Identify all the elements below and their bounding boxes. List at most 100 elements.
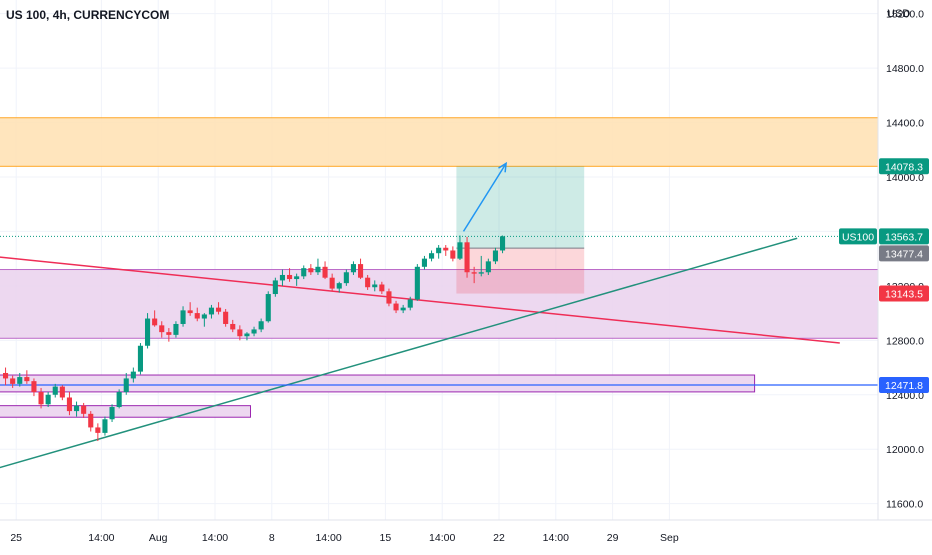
- candle-body: [74, 405, 80, 412]
- stop-price-label: 13143.5: [885, 289, 923, 301]
- price-tick-label: 12000.0: [886, 444, 924, 456]
- candle-body: [279, 274, 285, 281]
- ascending-trendline: [0, 237, 798, 469]
- symbol-title: US 100, 4h, CURRENCYCOM: [6, 8, 169, 22]
- descending-trendline: [0, 256, 840, 344]
- candle-body: [116, 392, 122, 408]
- level-price-label-bg: [879, 376, 929, 393]
- candle-body: [379, 284, 385, 292]
- candle-body: [322, 266, 328, 278]
- zones-layer: [0, 117, 879, 418]
- candle-body: [145, 318, 151, 346]
- candle-body: [386, 291, 392, 304]
- time-tick-label: Aug: [149, 532, 168, 544]
- time-tick-label: 14:00: [202, 532, 228, 544]
- time-tick-label: 14:00: [429, 532, 455, 544]
- candle-body: [102, 419, 108, 433]
- candle-body: [17, 377, 23, 384]
- entry-price-label-bg: [879, 245, 929, 262]
- range-zone: [0, 269, 879, 339]
- price-tick-label: 14400.0: [886, 118, 924, 130]
- candle-body: [31, 381, 37, 393]
- candle-body: [244, 333, 250, 337]
- candle-body: [485, 261, 491, 273]
- candle-body: [287, 274, 293, 280]
- candle-body: [230, 323, 236, 330]
- candle-body: [166, 332, 172, 335]
- long-position-tool[interactable]: [456, 166, 585, 294]
- support-zone-2: [0, 405, 252, 418]
- candle-body: [393, 303, 399, 311]
- candle-body: [471, 272, 477, 274]
- target-price-label-bg: [879, 158, 929, 175]
- candle-body: [88, 413, 94, 428]
- candle-body: [308, 268, 314, 273]
- candle-body: [208, 307, 214, 315]
- candle-body: [429, 253, 435, 259]
- candle-body: [407, 299, 413, 308]
- candle-body: [258, 321, 264, 330]
- projection-arrow: [462, 162, 507, 232]
- time-tick-label: 15: [380, 532, 392, 544]
- candle-body: [24, 377, 30, 382]
- candle-body: [38, 392, 44, 405]
- candle-body: [123, 378, 129, 393]
- candle-body: [301, 268, 307, 277]
- time-tick-label: 14:00: [88, 532, 114, 544]
- candle-body: [66, 397, 72, 412]
- candle-body: [329, 277, 335, 289]
- supply-zone: [0, 117, 879, 167]
- price-tick-label: 15200.0: [886, 9, 924, 21]
- symbol-price-label: US100: [842, 231, 874, 243]
- candle-body: [223, 311, 229, 324]
- candle-body: [130, 371, 136, 379]
- currency-label: USD: [887, 8, 910, 20]
- time-tick-label: 8: [269, 532, 275, 544]
- candle-body: [237, 329, 243, 337]
- symbol-price-label-bg: [839, 228, 877, 245]
- candle-body: [173, 323, 179, 335]
- candle-body: [194, 313, 200, 319]
- candle-body: [343, 272, 349, 284]
- support-zone-1: [0, 374, 756, 393]
- candle-body: [457, 242, 463, 259]
- candle-body: [294, 276, 300, 280]
- candle-body: [315, 266, 321, 273]
- overlay-layer: [462, 161, 508, 232]
- candle-body: [464, 242, 470, 273]
- candle-body: [272, 280, 278, 295]
- position-stop-box: [456, 248, 585, 294]
- candle-body: [187, 310, 193, 314]
- target-price-label: 14078.3: [885, 161, 923, 173]
- trendlines-layer: [0, 235, 878, 469]
- candle-body: [365, 277, 371, 288]
- position-target-box: [456, 166, 585, 249]
- stop-price-label-bg: [879, 285, 929, 302]
- time-tick-label: 14:00: [543, 532, 569, 544]
- time-axis[interactable]: 25 14:00 Aug 14:00 8 14:00 15 14:00 22 14:00 29 Sep: [0, 519, 932, 550]
- price-axis[interactable]: 11600.012000.012400.012800.013200.013600…: [839, 0, 932, 520]
- candle-body: [216, 307, 222, 312]
- candle-body: [265, 294, 271, 322]
- price-tick-label: 11600.0: [886, 499, 923, 511]
- candle-body: [159, 325, 165, 333]
- current-price-label-bg: [879, 228, 929, 245]
- candle-body: [10, 378, 16, 384]
- candle-body: [372, 284, 378, 288]
- candle-body: [137, 345, 143, 372]
- candle-body: [400, 307, 406, 311]
- arrow-head-icon: [498, 161, 508, 173]
- price-tick-label: 14000.0: [886, 172, 924, 184]
- candle-body: [358, 264, 364, 278]
- price-tick-label: 14800.0: [886, 63, 924, 75]
- candle-body: [450, 250, 456, 259]
- entry-price-label: 13477.4: [885, 248, 923, 260]
- candle-body: [421, 258, 427, 267]
- grid: [0, 0, 878, 520]
- candle-body: [251, 329, 257, 334]
- time-tick-label: 25: [10, 532, 22, 544]
- current-price-label: 13563.7: [885, 231, 923, 243]
- candle-body: [95, 427, 101, 433]
